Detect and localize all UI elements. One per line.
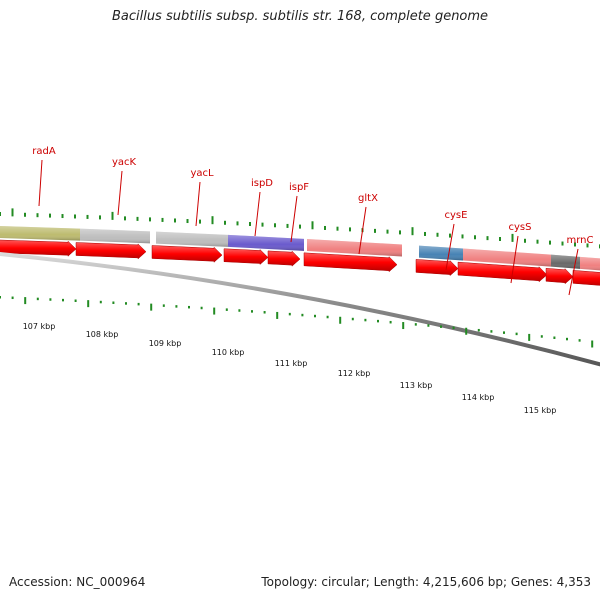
gene-block-shade xyxy=(307,238,402,257)
cds-arrow[interactable] xyxy=(415,259,459,277)
gene-label-ispF[interactable]: ispF xyxy=(289,182,309,193)
kbp-label: 111 kbp xyxy=(275,359,308,368)
gene-block-shade xyxy=(156,231,228,247)
genome-title: Bacillus subtilis subsp. subtilis str. 1… xyxy=(111,9,489,24)
cds-arrow[interactable] xyxy=(545,268,574,285)
cds-arrow[interactable] xyxy=(572,270,600,286)
kbp-label: 110 kbp xyxy=(212,348,245,357)
gene-label-cysS[interactable]: cysS xyxy=(509,222,532,233)
kbp-label: 107 kbp xyxy=(23,322,56,331)
label-leader xyxy=(290,195,298,243)
kbp-label: 109 kbp xyxy=(149,339,182,348)
cds-arrow[interactable] xyxy=(151,245,223,263)
gene-label-gltX[interactable]: gltX xyxy=(358,193,378,204)
gene-label-yacL[interactable]: yacL xyxy=(190,168,214,179)
kbp-label: 115 kbp xyxy=(524,406,557,415)
gene-label-cysE[interactable]: cysE xyxy=(445,210,468,221)
genome-summary: Topology: circular; Length: 4,215,606 bp… xyxy=(261,575,591,589)
label-leader xyxy=(358,206,367,255)
label-leader xyxy=(117,170,123,216)
gene-block-shade xyxy=(0,226,80,241)
cds-arrow[interactable] xyxy=(75,242,147,260)
kbp-label: 108 kbp xyxy=(86,330,119,339)
gene-label-mrnC[interactable]: mrnC xyxy=(567,235,594,246)
cds-arrow[interactable] xyxy=(303,252,398,273)
gene-block-shade xyxy=(551,254,580,269)
kbp-label: 112 kbp xyxy=(338,369,371,378)
genome-backbone xyxy=(0,251,600,367)
cds-arrow[interactable] xyxy=(267,250,301,267)
label-leader xyxy=(568,248,579,296)
kbp-label: 114 kbp xyxy=(462,393,495,402)
accession-text: Accession: NC_000964 xyxy=(9,575,146,589)
kbp-label: 113 kbp xyxy=(400,381,433,390)
label-leader xyxy=(445,223,455,271)
label-leader xyxy=(254,191,261,237)
gene-block-shade xyxy=(463,248,551,267)
gene-block-shade xyxy=(228,234,304,251)
gene-block-shade xyxy=(80,228,150,244)
label-leader xyxy=(38,159,43,207)
label-leader xyxy=(195,181,201,227)
gene-label-yacK[interactable]: yacK xyxy=(112,157,137,168)
gene-label-ispD[interactable]: ispD xyxy=(251,178,273,189)
cds-arrow[interactable] xyxy=(223,248,269,266)
gene-block-shade xyxy=(580,256,600,271)
gene-block-shade xyxy=(419,245,463,261)
gene-label-radA[interactable]: radA xyxy=(32,146,56,157)
cds-arrow[interactable] xyxy=(457,261,548,283)
label-leader xyxy=(510,235,519,284)
